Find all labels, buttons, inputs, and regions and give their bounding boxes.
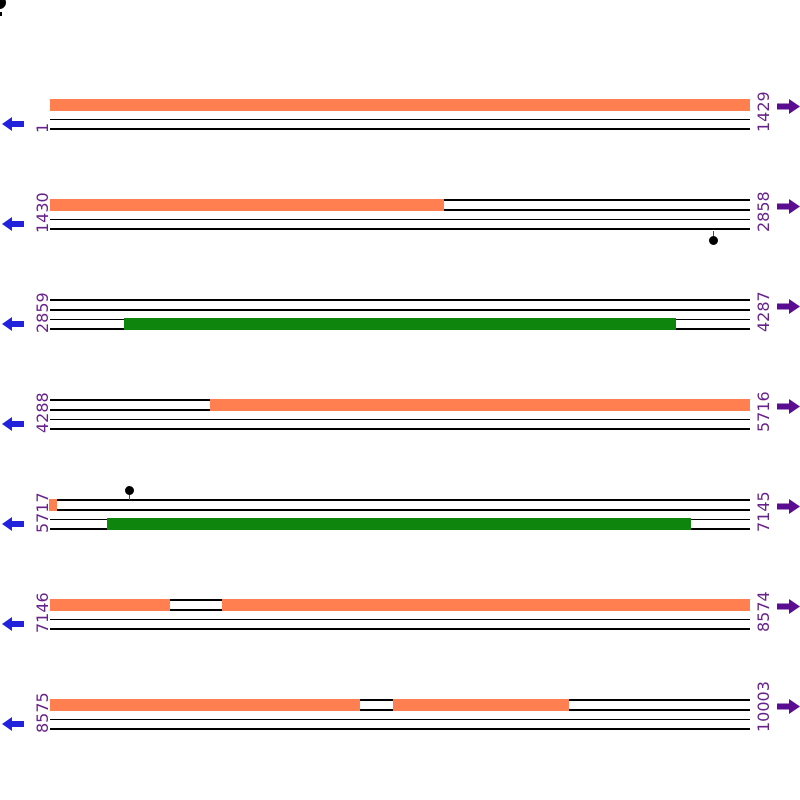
frame-line bbox=[50, 128, 750, 130]
orf-bar-reverse bbox=[107, 517, 691, 531]
row-end-coordinate: 2858 bbox=[754, 191, 773, 232]
marker-dot bbox=[124, 485, 134, 495]
orf-bar-forward bbox=[50, 98, 750, 111]
row-start-coordinate: 7146 bbox=[33, 592, 52, 633]
left-nav-arrow-icon[interactable] bbox=[2, 217, 24, 231]
frame-line bbox=[50, 628, 750, 630]
sequence-row: 1430 2858 bbox=[0, 180, 800, 252]
sequence-row: 7146 8574 bbox=[0, 580, 800, 652]
sequence-row: 2859 4287 bbox=[0, 280, 800, 352]
row-start-coordinate: 5717 bbox=[33, 492, 52, 533]
row-start-coordinate: 8575 bbox=[33, 692, 52, 733]
row-start-coordinate: 2859 bbox=[33, 292, 52, 333]
row-end-coordinate: 1429 bbox=[754, 91, 773, 132]
frame-line bbox=[50, 428, 750, 430]
right-nav-arrow-icon[interactable] bbox=[777, 399, 800, 414]
sequence-row: 8575 10003 bbox=[0, 680, 800, 752]
row-end-coordinate: 10003 bbox=[754, 681, 773, 732]
orf-bar-forward bbox=[210, 398, 750, 411]
sequence-row: 5717 7145 bbox=[0, 480, 800, 552]
orf-bar-forward bbox=[50, 598, 170, 611]
frame-line bbox=[50, 499, 750, 501]
right-nav-arrow-icon[interactable] bbox=[777, 199, 800, 214]
sequence-row: 4288 5716 bbox=[0, 380, 800, 452]
row-end-coordinate: 7145 bbox=[754, 491, 773, 532]
left-nav-arrow-icon[interactable] bbox=[2, 117, 24, 131]
orf-bar-forward bbox=[393, 698, 569, 711]
left-nav-arrow-icon[interactable] bbox=[2, 517, 24, 531]
row-start-coordinate: 1430 bbox=[33, 192, 52, 233]
frame-line bbox=[50, 728, 750, 730]
frame-line bbox=[50, 228, 750, 230]
marker-dot bbox=[708, 235, 718, 245]
frame-line bbox=[50, 309, 750, 311]
right-nav-arrow-icon[interactable] bbox=[777, 299, 800, 314]
row-end-coordinate: 4287 bbox=[754, 291, 773, 332]
frame-line bbox=[50, 118, 750, 121]
orf-bar-forward bbox=[50, 198, 444, 211]
frame-line bbox=[50, 618, 750, 621]
sequence-row: 1 1429 bbox=[0, 80, 800, 152]
right-nav-arrow-icon[interactable] bbox=[777, 99, 800, 114]
frame-line bbox=[50, 509, 750, 511]
marker-stem bbox=[712, 230, 714, 237]
row-end-coordinate: 5716 bbox=[754, 391, 773, 432]
orf-bar-forward bbox=[50, 698, 360, 711]
corner-speck-mark bbox=[0, 12, 2, 16]
left-nav-arrow-icon[interactable] bbox=[2, 317, 24, 331]
orf-bar-reverse bbox=[124, 317, 676, 331]
frame-line bbox=[50, 718, 750, 721]
corner-dot-mark bbox=[0, 0, 6, 9]
frame-line bbox=[50, 418, 750, 421]
row-start-coordinate: 1 bbox=[33, 122, 52, 133]
marker-stem bbox=[128, 493, 130, 500]
left-nav-arrow-icon[interactable] bbox=[2, 417, 24, 431]
orf-bar-forward bbox=[222, 598, 750, 611]
left-nav-arrow-icon[interactable] bbox=[2, 717, 24, 731]
frame-line bbox=[50, 218, 750, 221]
left-nav-arrow-icon[interactable] bbox=[2, 617, 24, 631]
row-start-coordinate: 4288 bbox=[33, 392, 52, 433]
row-end-coordinate: 8574 bbox=[754, 591, 773, 632]
frame-line bbox=[50, 299, 750, 301]
orf-bar-forward bbox=[49, 498, 57, 511]
right-nav-arrow-icon[interactable] bbox=[777, 499, 800, 514]
right-nav-arrow-icon[interactable] bbox=[777, 599, 800, 614]
right-nav-arrow-icon[interactable] bbox=[777, 699, 800, 714]
